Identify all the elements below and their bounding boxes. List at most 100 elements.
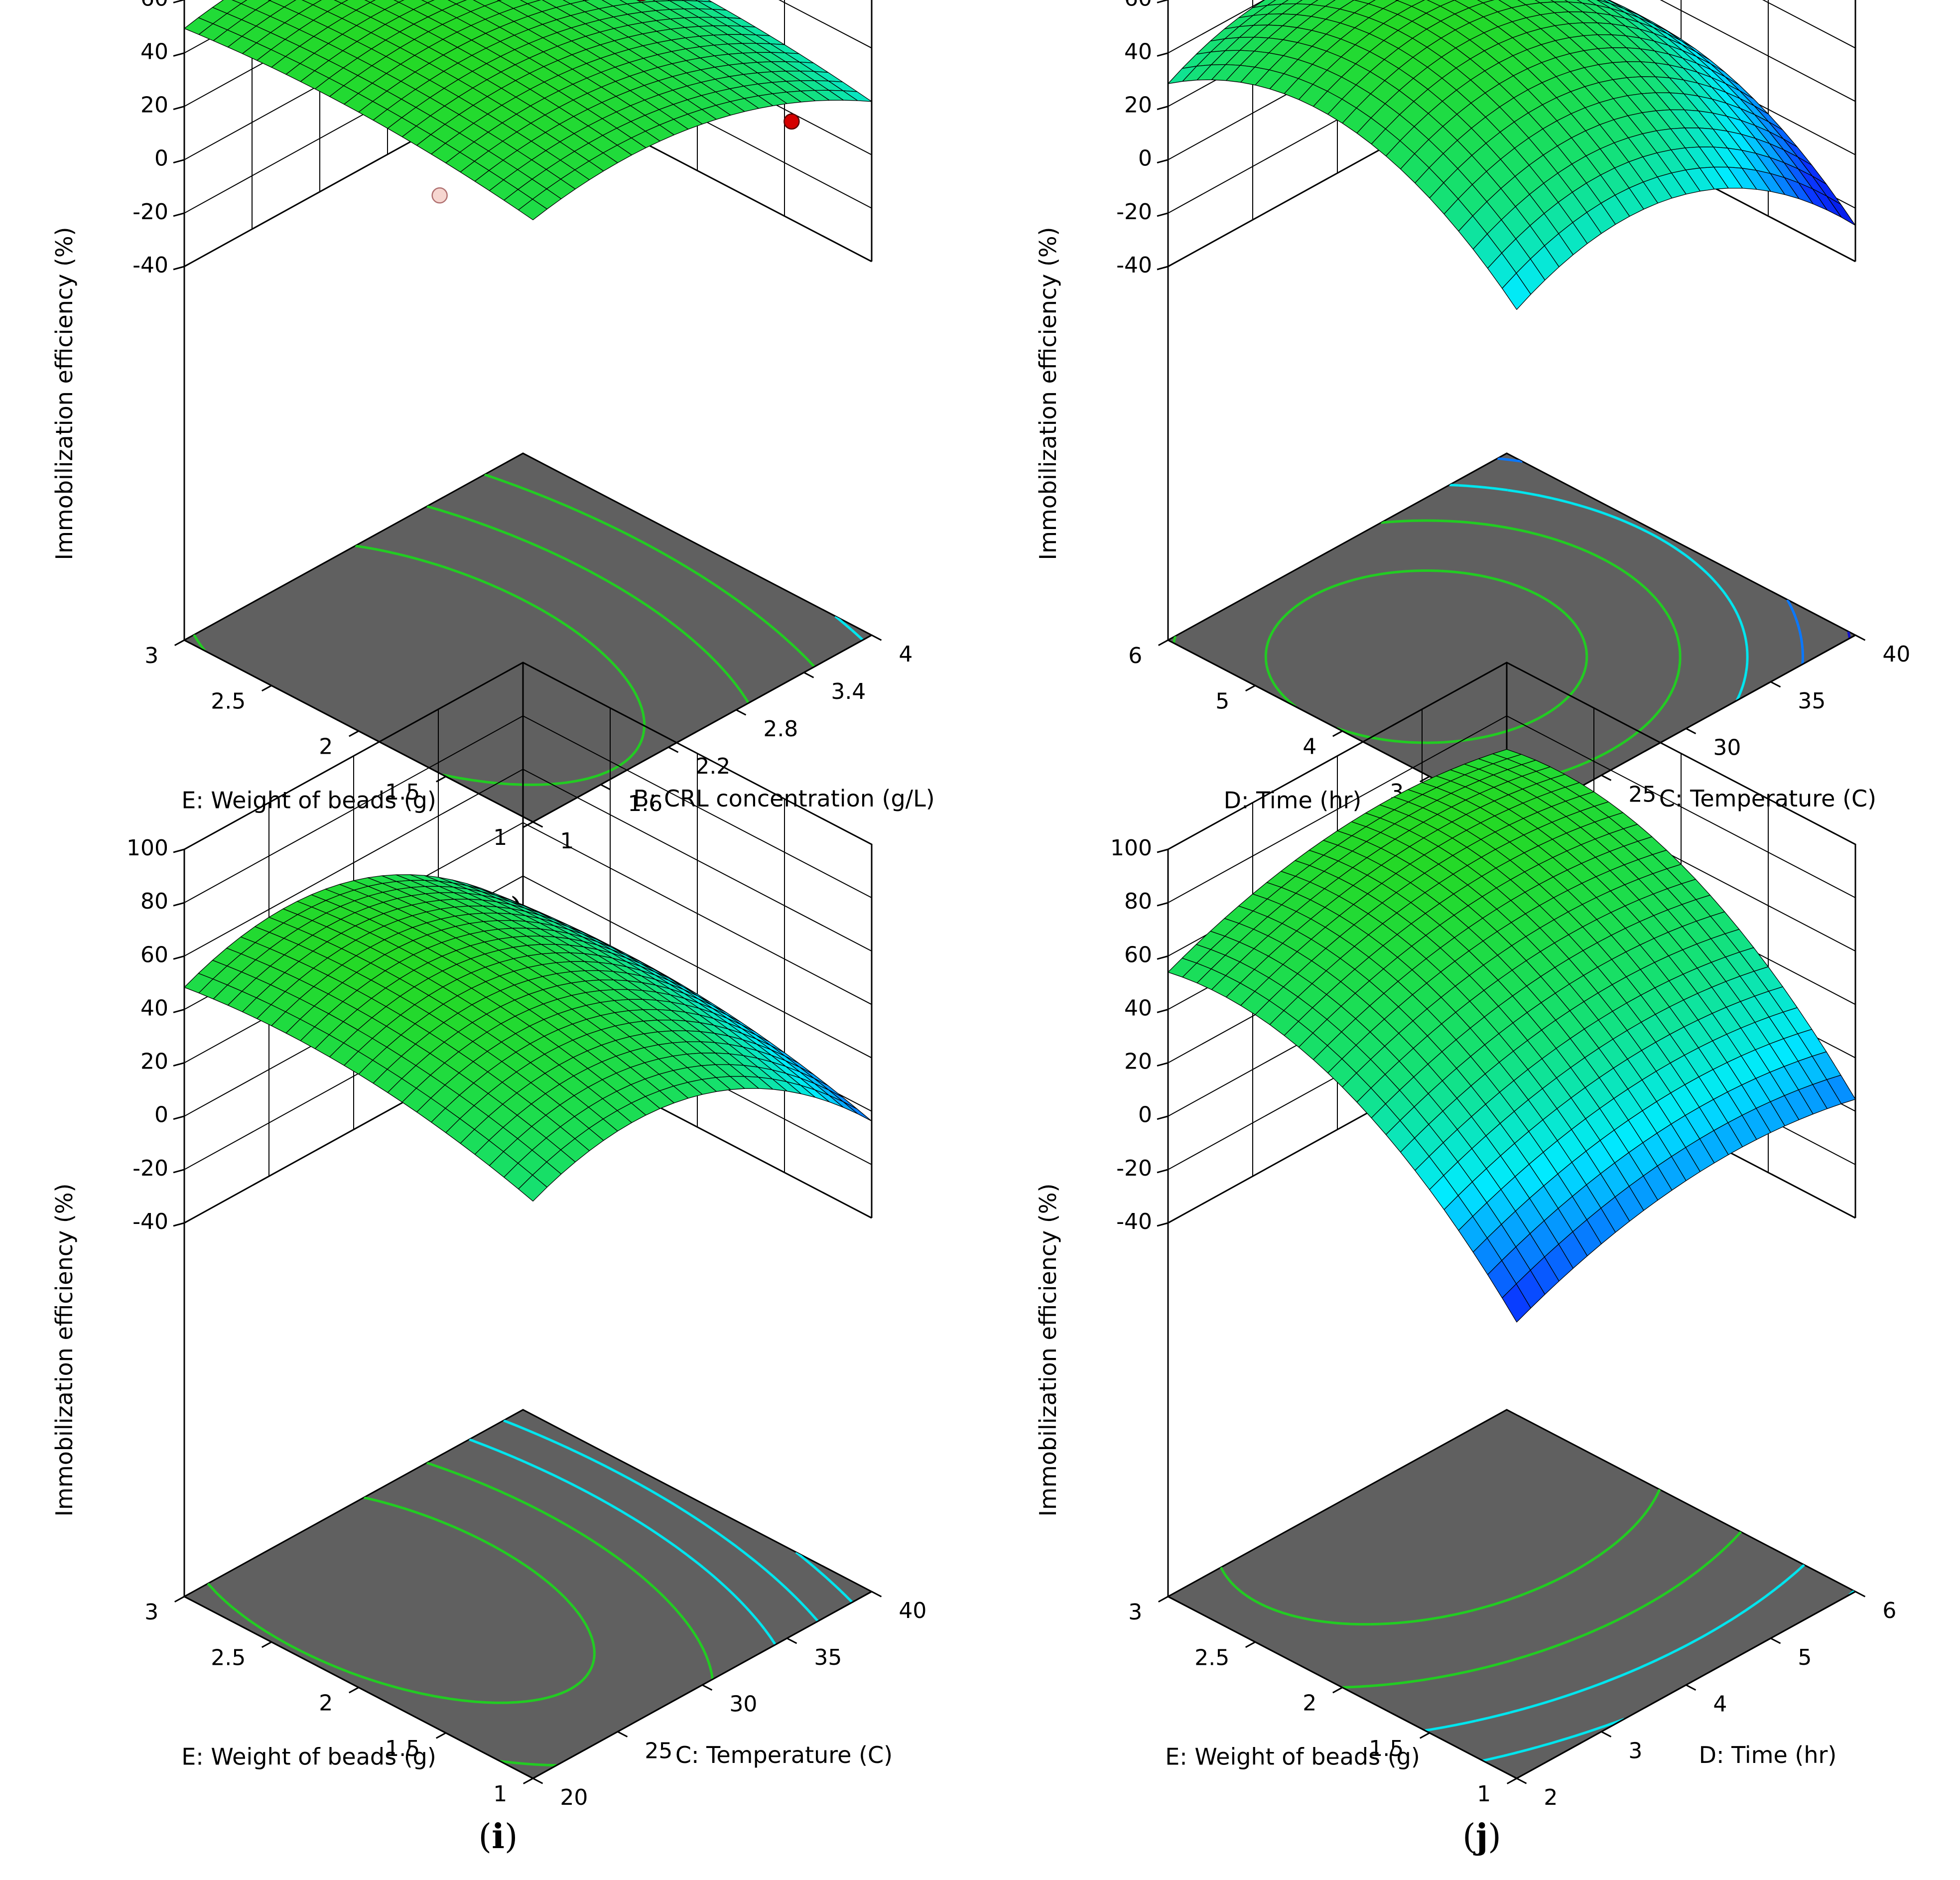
- x-tick-mark: [871, 634, 882, 641]
- contour-line: [1219, 1488, 1661, 1626]
- x-tick-label: 30: [729, 1692, 757, 1717]
- z-axis-label: Immobilization efficiency (%): [51, 1184, 78, 1517]
- z-tick-mark: [173, 0, 185, 3]
- x-tick-label: 1.6: [628, 791, 662, 816]
- x-tick-label: 2: [1544, 1785, 1558, 1810]
- z-tick-mark: [173, 106, 185, 111]
- z-tick-mark: [1157, 1062, 1169, 1067]
- z-tick-mark: [1157, 106, 1169, 111]
- surface-cell: [1502, 1283, 1531, 1323]
- x-axis-line: [532, 634, 872, 823]
- y-tick-label: 6: [1128, 643, 1142, 669]
- y-tick-mark: [436, 776, 446, 783]
- x-tick-mark: [786, 1637, 797, 1644]
- x-tick-mark: [702, 1684, 713, 1691]
- z-tick-label: 60: [140, 0, 168, 11]
- x-tick-mark: [1686, 1684, 1697, 1691]
- contour-line: [207, 1496, 596, 1704]
- x-tick-mark: [1601, 1731, 1612, 1738]
- z-tick-mark: [1157, 159, 1169, 164]
- x-tick-mark: [532, 1777, 543, 1784]
- surface-cell: [842, 1101, 872, 1122]
- z-tick-label: 40: [1124, 39, 1152, 64]
- contour-line: [1497, 457, 1804, 665]
- response-surface: [184, 874, 872, 1202]
- z-tick-label: 60: [140, 942, 168, 967]
- panel-j: 100 80 60 40 20 0 -20 -40 Immobilization efficie…: [1035, 662, 1896, 1857]
- z-tick-mark: [173, 1115, 185, 1120]
- x-axis-ticks: 1 1.6 2.2 2.8 3.4 4: [532, 634, 913, 854]
- y-tick-label: 1.5: [385, 780, 420, 805]
- z-tick-mark: [1157, 1008, 1169, 1013]
- caption-letter: j: [1473, 1817, 1488, 1857]
- x-tick-mark: [803, 671, 814, 678]
- panel-caption: (i): [479, 1817, 518, 1857]
- surface-cell: [421, 0, 435, 3]
- surface-cell: [518, 199, 547, 221]
- z-tick-label: 0: [154, 146, 168, 171]
- y-tick-label: 3: [144, 1600, 158, 1625]
- x-tick-label: 20: [560, 1785, 588, 1810]
- surface-cell: [364, 0, 376, 3]
- z-tick-label: -20: [132, 199, 168, 225]
- panel-h: 100 80 60 40 20 0 -20 -40 Immobilization efficie…: [1035, 0, 1910, 930]
- z-tick-label: 100: [1110, 835, 1152, 861]
- contour-line: [484, 473, 815, 668]
- z-tick-label: 40: [1124, 995, 1152, 1021]
- x-tick-label: 4: [1713, 1692, 1727, 1717]
- z-axis-label: Immobilization efficiency (%): [1035, 1184, 1061, 1517]
- x-tick-mark: [1770, 681, 1781, 688]
- design-point: [431, 187, 448, 204]
- x-tick-mark: [1855, 1591, 1866, 1598]
- x-tick-label: 25: [1628, 782, 1656, 807]
- z-tick-mark: [173, 1222, 185, 1227]
- z-tick-label: -20: [1116, 1156, 1152, 1181]
- y-tick-mark: [1158, 1596, 1169, 1603]
- contour-floor: [182, 1409, 874, 1779]
- panel-caption: (j): [1462, 1817, 1501, 1857]
- y-tick-mark: [349, 730, 359, 737]
- x-tick-label: 40: [899, 1598, 926, 1623]
- z-tick-mark: [173, 1008, 185, 1013]
- z-tick-label: -20: [132, 1156, 168, 1181]
- contour-lines: [207, 1419, 853, 1767]
- caption-letter: i: [492, 1817, 505, 1857]
- y-tick-mark: [1158, 639, 1169, 646]
- y-tick-label: 3: [144, 643, 158, 669]
- x-axis-ticks: 2 3 4 5 6: [1516, 1591, 1896, 1810]
- y-tick-label: 3: [1128, 1600, 1142, 1625]
- z-tick-mark: [1157, 902, 1169, 907]
- z-tick-mark: [1157, 1115, 1169, 1120]
- z-gridline: [1168, 662, 1856, 850]
- x-tick-mark: [600, 784, 611, 791]
- floor-plane: [182, 1409, 874, 1779]
- z-tick-label: 80: [1124, 889, 1152, 914]
- panel-i: 100 80 60 40 20 0 -20 -40 Immobilization efficie…: [51, 662, 926, 1857]
- y-tick-label: 2.5: [211, 688, 246, 714]
- z-tick-label: 0: [1138, 146, 1152, 171]
- y-tick-mark: [1245, 1641, 1256, 1648]
- response-surface: [1168, 749, 1856, 1323]
- z-tick-mark: [173, 266, 185, 270]
- y-tick-label: 1.5: [1369, 1736, 1404, 1761]
- z-tick-label: -40: [1116, 253, 1152, 278]
- y-tick-label: 1: [493, 1781, 507, 1807]
- z-tick-mark: [1157, 1222, 1169, 1227]
- z-tick-label: -40: [132, 1209, 168, 1234]
- z-tick-label: -20: [1116, 199, 1152, 225]
- y-tick-mark: [1332, 730, 1343, 737]
- contour-line: [1264, 569, 1588, 744]
- surface-cell: [518, 1175, 547, 1202]
- z-tick-label: 0: [1138, 1102, 1152, 1128]
- z-tick-mark: [1157, 212, 1169, 217]
- y-tick-label: 4: [1303, 734, 1316, 760]
- y-tick-mark: [1245, 684, 1256, 692]
- z-axis-label: Immobilization efficiency (%): [51, 227, 78, 560]
- x-tick-label: 2.8: [763, 716, 798, 742]
- x-tick-label: 2.2: [695, 754, 730, 779]
- z-tick-mark: [1157, 1169, 1169, 1174]
- y-tick-mark: [523, 1777, 533, 1784]
- contour-line: [469, 1438, 777, 1645]
- y-tick-label: 1.5: [385, 1736, 420, 1761]
